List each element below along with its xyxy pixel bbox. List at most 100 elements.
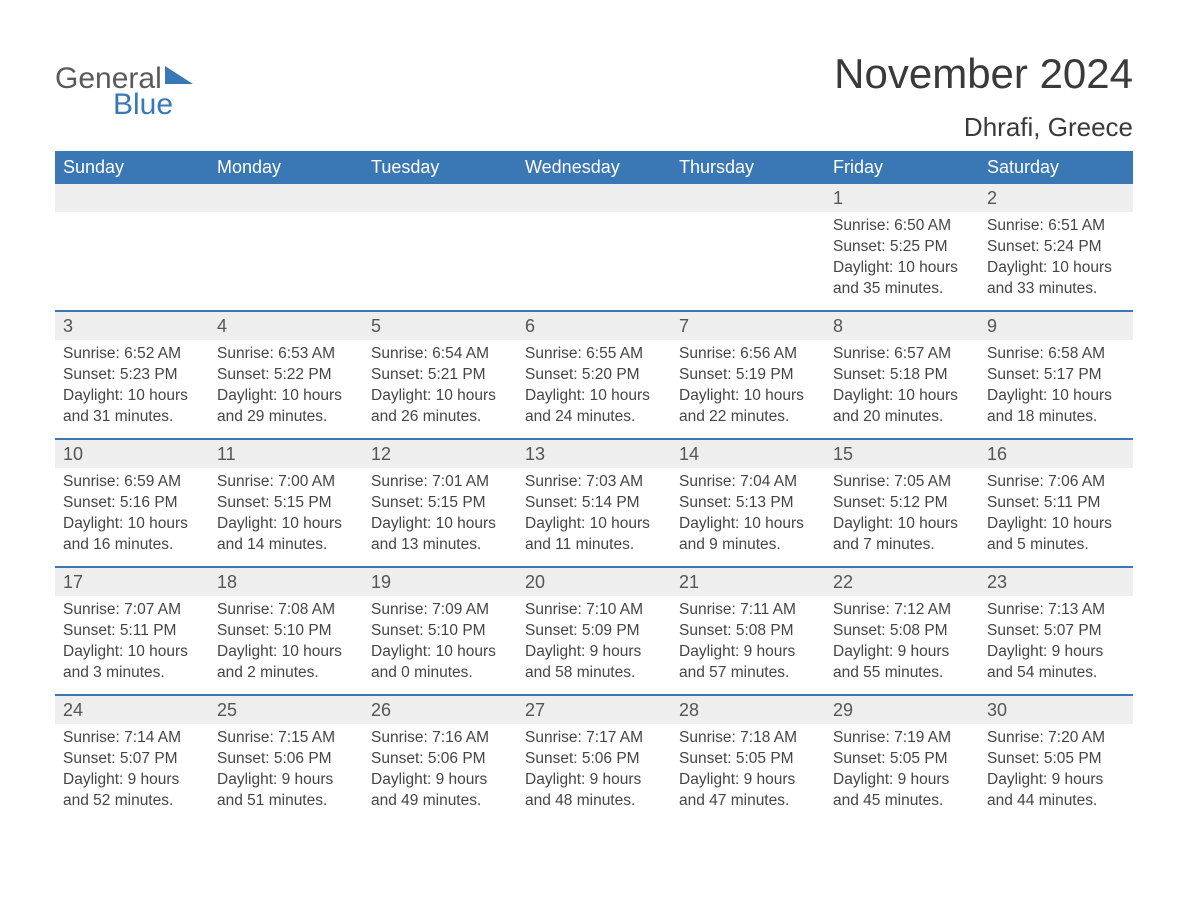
sunrise-text: Sunrise: 7:12 AM (833, 600, 971, 621)
day-body: Sunrise: 7:04 AMSunset: 5:13 PMDaylight:… (671, 468, 825, 562)
logo: General Blue (55, 50, 193, 120)
daylight-text: Daylight: 10 hours and 7 minutes. (833, 514, 971, 556)
sunrise-text: Sunrise: 6:50 AM (833, 216, 971, 237)
sunrise-text: Sunrise: 7:13 AM (987, 600, 1125, 621)
sunset-text: Sunset: 5:07 PM (63, 749, 201, 770)
day-number: 11 (209, 440, 363, 468)
day-number: 24 (55, 696, 209, 724)
week-row: 10Sunrise: 6:59 AMSunset: 5:16 PMDayligh… (55, 438, 1133, 566)
day-cell: 24Sunrise: 7:14 AMSunset: 5:07 PMDayligh… (55, 696, 209, 822)
month-title: November 2024 (834, 50, 1133, 98)
sunrise-text: Sunrise: 7:15 AM (217, 728, 355, 749)
logo-text-blue: Blue (113, 90, 193, 120)
sunset-text: Sunset: 5:09 PM (525, 621, 663, 642)
daylight-text: Daylight: 10 hours and 5 minutes. (987, 514, 1125, 556)
day-cell: 11Sunrise: 7:00 AMSunset: 5:15 PMDayligh… (209, 440, 363, 566)
day-cell: 18Sunrise: 7:08 AMSunset: 5:10 PMDayligh… (209, 568, 363, 694)
day-cell: 20Sunrise: 7:10 AMSunset: 5:09 PMDayligh… (517, 568, 671, 694)
daylight-text: Daylight: 9 hours and 55 minutes. (833, 642, 971, 684)
sunset-text: Sunset: 5:19 PM (679, 365, 817, 386)
daylight-text: Daylight: 10 hours and 26 minutes. (371, 386, 509, 428)
day-number: 7 (671, 312, 825, 340)
day-number: 3 (55, 312, 209, 340)
sunrise-text: Sunrise: 6:54 AM (371, 344, 509, 365)
day-of-week-cell: Wednesday (517, 151, 671, 184)
day-body: Sunrise: 7:16 AMSunset: 5:06 PMDaylight:… (363, 724, 517, 818)
day-cell: 4Sunrise: 6:53 AMSunset: 5:22 PMDaylight… (209, 312, 363, 438)
daylight-text: Daylight: 10 hours and 14 minutes. (217, 514, 355, 556)
location-label: Dhrafi, Greece (834, 112, 1133, 143)
daylight-text: Daylight: 9 hours and 48 minutes. (525, 770, 663, 812)
daylight-text: Daylight: 10 hours and 0 minutes. (371, 642, 509, 684)
sunrise-text: Sunrise: 7:04 AM (679, 472, 817, 493)
daylight-text: Daylight: 9 hours and 51 minutes. (217, 770, 355, 812)
sunrise-text: Sunrise: 7:14 AM (63, 728, 201, 749)
daylight-text: Daylight: 9 hours and 58 minutes. (525, 642, 663, 684)
sunrise-text: Sunrise: 7:19 AM (833, 728, 971, 749)
day-of-week-cell: Tuesday (363, 151, 517, 184)
day-cell: 13Sunrise: 7:03 AMSunset: 5:14 PMDayligh… (517, 440, 671, 566)
day-of-week-cell: Monday (209, 151, 363, 184)
sunset-text: Sunset: 5:18 PM (833, 365, 971, 386)
page-header: General Blue November 2024 Dhrafi, Greec… (55, 50, 1133, 143)
day-of-week-cell: Thursday (671, 151, 825, 184)
day-number: 27 (517, 696, 671, 724)
day-cell: 30Sunrise: 7:20 AMSunset: 5:05 PMDayligh… (979, 696, 1133, 822)
sunset-text: Sunset: 5:11 PM (987, 493, 1125, 514)
day-of-week-cell: Sunday (55, 151, 209, 184)
day-cell: 6Sunrise: 6:55 AMSunset: 5:20 PMDaylight… (517, 312, 671, 438)
logo-triangle-icon (165, 60, 193, 90)
empty-day-header (55, 184, 209, 212)
sunset-text: Sunset: 5:05 PM (833, 749, 971, 770)
day-number: 23 (979, 568, 1133, 596)
sunset-text: Sunset: 5:05 PM (679, 749, 817, 770)
day-body: Sunrise: 7:13 AMSunset: 5:07 PMDaylight:… (979, 596, 1133, 690)
day-number: 25 (209, 696, 363, 724)
day-number: 28 (671, 696, 825, 724)
daylight-text: Daylight: 10 hours and 24 minutes. (525, 386, 663, 428)
day-cell: 7Sunrise: 6:56 AMSunset: 5:19 PMDaylight… (671, 312, 825, 438)
day-cell: 12Sunrise: 7:01 AMSunset: 5:15 PMDayligh… (363, 440, 517, 566)
sunrise-text: Sunrise: 6:58 AM (987, 344, 1125, 365)
sunrise-text: Sunrise: 7:09 AM (371, 600, 509, 621)
day-body: Sunrise: 6:55 AMSunset: 5:20 PMDaylight:… (517, 340, 671, 434)
day-body: Sunrise: 7:15 AMSunset: 5:06 PMDaylight:… (209, 724, 363, 818)
daylight-text: Daylight: 9 hours and 44 minutes. (987, 770, 1125, 812)
sunrise-text: Sunrise: 7:18 AM (679, 728, 817, 749)
day-cell (55, 184, 209, 310)
day-cell (671, 184, 825, 310)
day-cell: 8Sunrise: 6:57 AMSunset: 5:18 PMDaylight… (825, 312, 979, 438)
sunrise-text: Sunrise: 7:01 AM (371, 472, 509, 493)
sunset-text: Sunset: 5:08 PM (833, 621, 971, 642)
sunset-text: Sunset: 5:22 PM (217, 365, 355, 386)
day-body: Sunrise: 7:09 AMSunset: 5:10 PMDaylight:… (363, 596, 517, 690)
day-body: Sunrise: 7:20 AMSunset: 5:05 PMDaylight:… (979, 724, 1133, 818)
day-cell (517, 184, 671, 310)
day-number: 12 (363, 440, 517, 468)
sunset-text: Sunset: 5:10 PM (371, 621, 509, 642)
sunset-text: Sunset: 5:16 PM (63, 493, 201, 514)
day-cell: 27Sunrise: 7:17 AMSunset: 5:06 PMDayligh… (517, 696, 671, 822)
day-body: Sunrise: 7:17 AMSunset: 5:06 PMDaylight:… (517, 724, 671, 818)
empty-day-header (363, 184, 517, 212)
day-number: 6 (517, 312, 671, 340)
day-body: Sunrise: 7:08 AMSunset: 5:10 PMDaylight:… (209, 596, 363, 690)
sunrise-text: Sunrise: 7:06 AM (987, 472, 1125, 493)
day-cell: 29Sunrise: 7:19 AMSunset: 5:05 PMDayligh… (825, 696, 979, 822)
day-body: Sunrise: 6:50 AMSunset: 5:25 PMDaylight:… (825, 212, 979, 306)
day-body: Sunrise: 6:54 AMSunset: 5:21 PMDaylight:… (363, 340, 517, 434)
sunset-text: Sunset: 5:12 PM (833, 493, 971, 514)
day-number: 29 (825, 696, 979, 724)
week-row: 1Sunrise: 6:50 AMSunset: 5:25 PMDaylight… (55, 184, 1133, 310)
day-number: 22 (825, 568, 979, 596)
week-row: 17Sunrise: 7:07 AMSunset: 5:11 PMDayligh… (55, 566, 1133, 694)
empty-day-header (517, 184, 671, 212)
day-cell (363, 184, 517, 310)
day-body: Sunrise: 7:06 AMSunset: 5:11 PMDaylight:… (979, 468, 1133, 562)
day-body: Sunrise: 6:57 AMSunset: 5:18 PMDaylight:… (825, 340, 979, 434)
day-number: 15 (825, 440, 979, 468)
day-cell: 3Sunrise: 6:52 AMSunset: 5:23 PMDaylight… (55, 312, 209, 438)
sunrise-text: Sunrise: 7:05 AM (833, 472, 971, 493)
day-cell: 2Sunrise: 6:51 AMSunset: 5:24 PMDaylight… (979, 184, 1133, 310)
day-body: Sunrise: 6:59 AMSunset: 5:16 PMDaylight:… (55, 468, 209, 562)
